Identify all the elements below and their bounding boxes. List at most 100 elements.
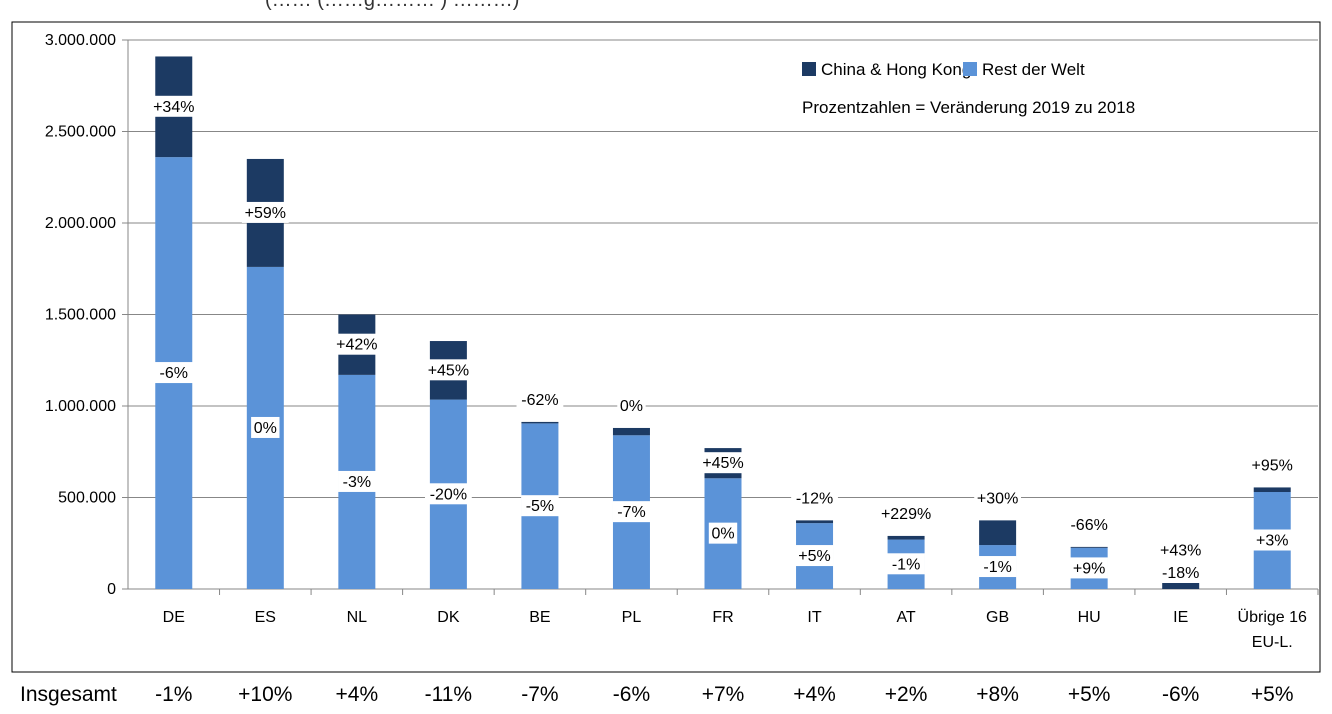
- label-china-change: +45%: [428, 362, 469, 379]
- x-tick-label: GB: [986, 609, 1009, 626]
- y-tick-label: 500.000: [58, 490, 116, 507]
- label-china-change-bg: [699, 452, 747, 474]
- label-china-change-bg: [974, 487, 1022, 509]
- x-tick-label: HU: [1078, 609, 1101, 626]
- label-rest-change-bg: [887, 553, 925, 575]
- bar-china-hong-kong: [521, 421, 559, 424]
- label-rest-change-bg: [795, 545, 834, 567]
- bar-china-hong-kong: [612, 427, 650, 436]
- label-china-change-bg: [617, 394, 646, 416]
- y-tick-label: 0: [107, 581, 116, 598]
- totals-row-value: -1%: [155, 683, 192, 706]
- label-china-change: +59%: [245, 205, 286, 222]
- label-china-change-bg: [241, 201, 289, 223]
- x-tick-label: DK: [437, 609, 460, 626]
- totals-row-value: +5%: [1251, 683, 1294, 706]
- label-rest-change: -7%: [617, 504, 645, 521]
- label-rest-change-bg: [1157, 562, 1205, 583]
- label-china-change-bg: [878, 502, 935, 524]
- x-tick-label: FR: [712, 609, 733, 626]
- label-china-change: +95%: [1252, 457, 1293, 474]
- label-rest-change-bg: [154, 362, 193, 384]
- y-tick-label: 2.000.000: [45, 215, 116, 232]
- label-rest-change: -3%: [343, 474, 371, 491]
- y-tick-label: 3.000.000: [45, 32, 116, 49]
- label-china-change: +30%: [977, 490, 1018, 507]
- label-china-change-bg: [150, 95, 198, 117]
- label-china-change: -62%: [521, 392, 558, 409]
- grid-lines: [128, 39, 1318, 498]
- x-axis: DE ES NL DK BE PL FR IT AT GB HU IE Übrige 16 EU-L.: [163, 589, 1319, 651]
- x-tick-label: PL: [622, 609, 642, 626]
- legend: China & Hong Kong Rest der Welt Prozentz…: [802, 60, 1135, 117]
- y-tick-label: 1.500.000: [45, 307, 116, 324]
- x-tick-label: EU-L.: [1252, 634, 1293, 651]
- x-tick-label: BE: [529, 609, 550, 626]
- label-china-change: +45%: [702, 455, 743, 472]
- change-labels: -6% +34% 0% +59% -3% +42% -20% +45% -5% -62% -7% 0%…: [150, 95, 1296, 583]
- y-tick-label: 2.500.000: [45, 124, 116, 141]
- label-rest-change: -1%: [892, 556, 920, 573]
- label-rest-change: +3%: [1256, 533, 1288, 550]
- bar-china-hong-kong: [1070, 546, 1108, 548]
- label-rest-change-bg: [612, 501, 651, 523]
- label-rest-change: -1%: [983, 559, 1011, 576]
- label-rest-change-bg: [521, 495, 559, 517]
- y-tick-label: 1.000.000: [45, 398, 116, 415]
- label-rest-change: 0%: [254, 420, 277, 437]
- x-tick-label: NL: [347, 609, 368, 626]
- bar-china-hong-kong: [887, 535, 925, 540]
- plot-frame: [11, 21, 1321, 673]
- x-tick-label: Übrige 16: [1238, 608, 1307, 626]
- legend-label-rest: Rest der Welt: [982, 60, 1085, 79]
- label-china-change: -12%: [796, 490, 833, 507]
- label-rest-change: +9%: [1073, 560, 1105, 577]
- label-china-change-bg: [424, 359, 472, 381]
- legend-label-china: China & Hong Kong: [821, 60, 971, 79]
- x-tick-label: DE: [163, 609, 185, 626]
- label-rest-change: 0%: [711, 526, 734, 543]
- label-china-change: 0%: [620, 398, 643, 415]
- totals-row-value: -11%: [425, 683, 472, 706]
- annotation-text: Prozentzahlen = Veränderung 2019 zu 2018: [802, 98, 1135, 117]
- bar-china-hong-kong: [1253, 487, 1291, 493]
- x-tick-label: ES: [255, 609, 276, 626]
- legend-swatch-china: [802, 62, 816, 76]
- label-china-change: +43%: [1160, 543, 1201, 560]
- label-rest-change-bg: [708, 522, 738, 544]
- label-rest-change: -6%: [160, 365, 188, 382]
- label-china-change-bg: [1248, 454, 1296, 476]
- totals-row-value: -6%: [1162, 683, 1199, 706]
- label-china-change-bg: [1157, 539, 1205, 561]
- label-china-change: +229%: [881, 506, 931, 523]
- label-rest-change-bg: [1253, 529, 1292, 551]
- legend-swatch-rest: [963, 62, 977, 76]
- label-china-change: -66%: [1070, 517, 1107, 534]
- totals-row-value: +5%: [1068, 683, 1111, 706]
- x-tick-label: IT: [807, 609, 821, 626]
- label-china-change-bg: [333, 333, 381, 355]
- totals-row-value: +2%: [885, 683, 928, 706]
- label-china-change-bg: [516, 388, 564, 410]
- label-china-change: +34%: [153, 99, 194, 116]
- totals-row-value: +4%: [336, 683, 379, 706]
- totals-row-value: -7%: [521, 683, 558, 706]
- label-rest-change-bg: [338, 470, 376, 492]
- totals-row-label: Insgesamt: [20, 683, 117, 706]
- totals-row-value: +4%: [793, 683, 836, 706]
- label-rest-change: -5%: [526, 498, 554, 515]
- label-rest-change-bg: [1070, 557, 1108, 579]
- label-china-change-bg: [791, 487, 838, 509]
- totals-row-value: +10%: [238, 683, 292, 706]
- bars: [155, 56, 1291, 589]
- label-rest-change: +5%: [798, 548, 830, 565]
- label-china-change-bg: [1065, 513, 1113, 535]
- totals-row: Insgesamt -1% +10% +4% -11% -7% -6% +7% +4% +2% +8…: [20, 683, 1294, 706]
- totals-row-value: -6%: [613, 683, 650, 706]
- label-rest-change-bg: [978, 556, 1017, 578]
- label-china-change: +42%: [336, 337, 377, 354]
- totals-row-value: +8%: [976, 683, 1019, 706]
- label-rest-change: -18%: [1162, 565, 1199, 582]
